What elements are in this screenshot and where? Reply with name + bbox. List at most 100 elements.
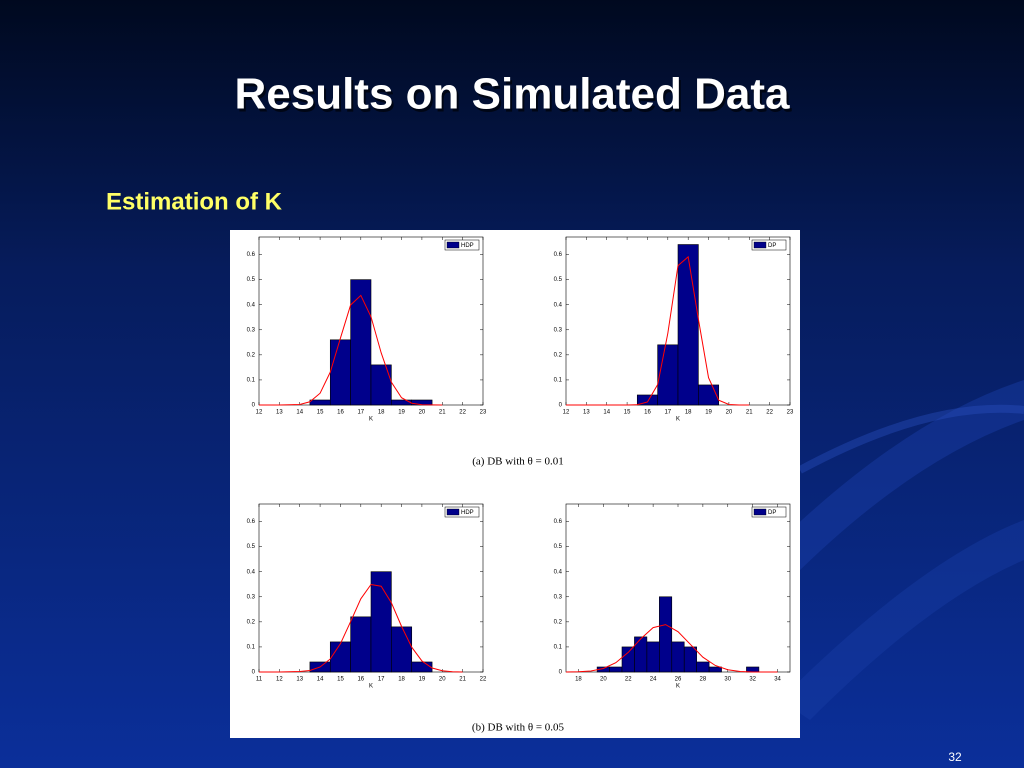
x-tick-label: 16 <box>357 677 364 683</box>
x-tick-label: 21 <box>746 410 753 416</box>
legend-swatch <box>446 508 460 516</box>
bar <box>677 244 699 406</box>
x-tick-label: 22 <box>459 410 466 416</box>
y-tick-label: 0 <box>252 670 256 676</box>
bar <box>370 364 392 406</box>
x-tick-label: 12 <box>563 410 570 416</box>
x-tick-label: 13 <box>276 410 283 416</box>
decor-swoosh <box>780 520 1024 720</box>
bar <box>671 641 685 673</box>
legend-label: HDP <box>461 243 474 249</box>
x-tick-label: 18 <box>685 410 692 416</box>
bar <box>634 636 648 673</box>
x-tick-label: 15 <box>337 677 344 683</box>
x-tick-label: 20 <box>600 677 607 683</box>
y-tick-label: 0.1 <box>247 378 256 384</box>
y-tick-label: 0.4 <box>554 302 563 308</box>
x-tick-label: 14 <box>317 677 324 683</box>
bar <box>350 279 372 406</box>
legend-box <box>751 239 787 251</box>
y-tick-label: 0.6 <box>247 252 256 258</box>
bar <box>370 571 392 673</box>
bar <box>391 399 413 406</box>
x-tick-label: 15 <box>624 410 631 416</box>
x-tick-label: 15 <box>317 410 324 416</box>
fit-curve <box>565 624 778 673</box>
y-tick-label: 0 <box>559 670 563 676</box>
x-tick-label: 13 <box>583 410 590 416</box>
fit-curve <box>566 255 750 406</box>
y-tick-label: 0.5 <box>247 544 256 550</box>
y-tick-label: 0.4 <box>247 569 256 575</box>
legend-swatch <box>446 241 460 249</box>
bar <box>659 596 673 673</box>
fit-curve <box>259 294 443 406</box>
y-tick-label: 0.2 <box>554 619 563 625</box>
figure-panel <box>230 230 800 738</box>
y-tick-label: 0 <box>559 403 563 409</box>
x-tick-label: 22 <box>625 677 632 683</box>
bar <box>329 339 351 406</box>
y-tick-label: 0.2 <box>247 352 256 358</box>
y-tick-label: 0.2 <box>554 352 563 358</box>
bar <box>621 646 635 673</box>
slide-title: Results on Simulated Data <box>234 70 790 119</box>
x-tick-label: 14 <box>603 410 610 416</box>
legend-swatch <box>753 241 767 249</box>
bar <box>708 666 722 673</box>
bar <box>350 616 372 673</box>
x-tick-label: 17 <box>378 677 385 683</box>
y-tick-label: 0 <box>252 403 256 409</box>
x-axis-label: K <box>369 417 373 423</box>
bar <box>746 666 760 673</box>
y-tick-label: 0.6 <box>554 252 563 258</box>
x-tick-label: 34 <box>774 677 781 683</box>
y-tick-label: 0.6 <box>554 519 563 525</box>
x-axis-label: K <box>676 417 680 423</box>
x-tick-label: 20 <box>419 410 426 416</box>
x-tick-label: 11 <box>256 677 263 683</box>
x-tick-label: 20 <box>726 410 733 416</box>
caption: (b) DB with θ = 0.05 <box>472 722 565 734</box>
legend-box <box>444 506 480 518</box>
x-tick-label: 28 <box>700 677 707 683</box>
x-tick-label: 17 <box>357 410 364 416</box>
y-tick-label: 0.4 <box>247 302 256 308</box>
y-tick-label: 0.3 <box>554 594 563 600</box>
x-tick-label: 30 <box>724 677 731 683</box>
x-tick-label: 26 <box>675 677 682 683</box>
x-tick-label: 19 <box>419 677 426 683</box>
y-tick-label: 0.1 <box>554 378 563 384</box>
legend-label: DP <box>768 243 776 249</box>
decor-swoosh <box>760 380 1024 580</box>
legend-box <box>444 239 480 251</box>
bar <box>309 399 331 406</box>
bar <box>329 641 351 673</box>
y-tick-label: 0.3 <box>554 327 563 333</box>
slide-subtitle: Estimation of K <box>106 188 283 215</box>
x-axis-label: K <box>369 684 373 690</box>
x-tick-label: 22 <box>480 677 487 683</box>
x-axis-label: K <box>676 684 680 690</box>
legend-label: DP <box>768 510 776 516</box>
x-tick-label: 19 <box>398 410 405 416</box>
bar <box>646 641 660 673</box>
y-tick-label: 0.4 <box>554 569 563 575</box>
y-tick-label: 0.5 <box>247 277 256 283</box>
bar <box>698 384 720 406</box>
x-tick-label: 22 <box>766 410 773 416</box>
legend-box <box>751 506 787 518</box>
y-tick-label: 0.5 <box>554 277 563 283</box>
y-tick-label: 0.2 <box>247 619 256 625</box>
x-tick-label: 14 <box>296 410 303 416</box>
y-tick-label: 0.5 <box>554 544 563 550</box>
x-tick-label: 21 <box>459 677 466 683</box>
x-tick-label: 16 <box>644 410 651 416</box>
bar <box>411 661 433 673</box>
x-tick-label: 19 <box>705 410 712 416</box>
x-tick-label: 18 <box>378 410 385 416</box>
x-tick-label: 20 <box>439 677 446 683</box>
page-number: 32 <box>948 750 962 764</box>
